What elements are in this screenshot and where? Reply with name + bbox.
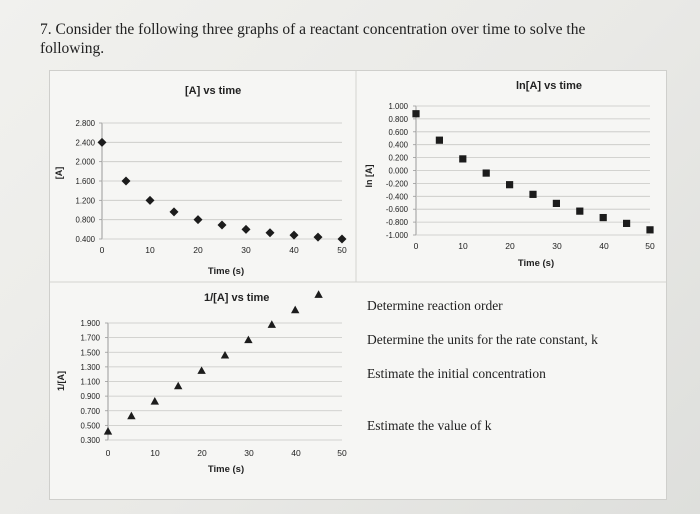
chart-1-y-tick-label: 0.400 xyxy=(75,235,95,244)
chart-2-y-tick-label: 0.000 xyxy=(388,167,408,176)
chart-2-data-point xyxy=(529,190,537,198)
chart-3-y-tick-label: 1.700 xyxy=(80,334,100,343)
chart-3-data-point xyxy=(150,397,159,405)
prompt-k-value: Estimate the value of k xyxy=(367,418,492,433)
chart-2-x-tick-label: 40 xyxy=(599,241,609,251)
chart-1-x-tick-label: 10 xyxy=(145,245,155,255)
chart-3-data-point xyxy=(244,335,253,344)
chart-1-x-tick-label: 30 xyxy=(241,245,251,255)
chart-2-y-axis-label: ln [A] xyxy=(364,165,374,188)
chart-3-data-point xyxy=(314,290,323,298)
chart-1-y-tick-label: 2.000 xyxy=(75,158,95,167)
chart-3-data-point xyxy=(267,320,276,328)
chart-2-y-tick-label: -0.600 xyxy=(386,205,409,214)
chart-2-y-tick-label: -0.800 xyxy=(386,218,409,227)
chart-3-y-tick-label: 0.900 xyxy=(80,392,100,401)
prompt-reaction-order: Determine reaction order xyxy=(367,298,503,313)
chart-1-title: [A] vs time xyxy=(185,85,241,97)
chart-1-x-tick-label: 50 xyxy=(337,245,347,255)
chart-2-x-axis-label: Time (s) xyxy=(518,258,554,269)
chart-2-title: ln[A] vs time xyxy=(516,80,582,92)
chart-2-x-tick-label: 20 xyxy=(505,241,515,251)
chart-2-y-tick-label: 0.600 xyxy=(388,128,408,137)
chart-3-y-tick-label: 0.500 xyxy=(80,421,100,430)
chart-2-y-tick-label: 0.200 xyxy=(388,154,408,163)
chart-3-x-tick-label: 10 xyxy=(150,448,160,458)
question-line-2: following. xyxy=(40,40,105,57)
chart-2-data-point xyxy=(482,169,490,177)
chart-1-x-tick-label: 0 xyxy=(100,245,105,255)
chart-1-data-point xyxy=(121,176,131,186)
chart-1-data-point xyxy=(289,230,299,240)
chart-2-data-point xyxy=(459,155,467,163)
chart-1-data-point xyxy=(145,195,155,205)
chart-3-y-axis-label: 1/[A] xyxy=(56,371,66,391)
chart-2-data-point xyxy=(623,219,631,227)
chart-3-y-tick-label: 0.700 xyxy=(80,407,100,416)
chart-2-x-tick-label: 10 xyxy=(458,241,468,251)
chart-1-data-point xyxy=(337,234,347,244)
prompt-rate-constant-units: Determine the units for the rate constan… xyxy=(367,332,598,347)
chart-1-data-point xyxy=(313,232,323,242)
prompt-initial-concentration: Estimate the initial concentration xyxy=(367,366,546,381)
chart-1-x-axis-label: Time (s) xyxy=(208,266,244,277)
chart-1-y-axis-label: [A] xyxy=(54,167,64,180)
chart-panel: [A] vs time 0.400 0.800 1.200 1.600 2.000 2.40… xyxy=(49,70,667,500)
chart-3-data-point xyxy=(220,350,230,359)
chart-3-x-tick-label: 50 xyxy=(337,448,347,458)
chart-2-data-point xyxy=(552,199,560,207)
chart-3-y-tick-label: 1.500 xyxy=(80,348,100,357)
charts-svg: [A] vs time 0.400 0.800 1.200 1.600 2.000 2.40… xyxy=(50,71,666,475)
chart-3-x-tick-label: 20 xyxy=(197,448,207,458)
chart-2-data-point xyxy=(646,226,654,234)
chart-3-x-tick-label: 0 xyxy=(106,448,111,458)
chart-2-y-tick-label: -0.400 xyxy=(386,192,409,201)
chart-2-y-tick-label: 0.800 xyxy=(388,115,408,124)
chart-1-data-point xyxy=(193,215,203,225)
chart-1-y-tick-label: 1.200 xyxy=(75,196,95,205)
chart-3-x-axis-label: Time (s) xyxy=(208,464,244,475)
question-line-1: 7. Consider the following three graphs o… xyxy=(40,21,586,38)
chart-3-x-tick-label: 30 xyxy=(244,448,254,458)
chart-2-data-point xyxy=(412,110,420,118)
chart-2-y-tick-label: 0.400 xyxy=(388,141,408,150)
chart-1-data-point xyxy=(97,137,107,147)
chart-1-data-point xyxy=(217,220,227,230)
chart-1-x-tick-label: 20 xyxy=(193,245,203,255)
chart-3-data-point xyxy=(103,427,113,435)
chart-1-y-tick-label: 0.800 xyxy=(75,216,95,225)
chart-2-x-tick-label: 30 xyxy=(552,241,562,251)
chart-1-data-point xyxy=(265,228,275,238)
chart-3-y-tick-label: 0.300 xyxy=(80,436,100,445)
question-text: 7. Consider the following three graphs o… xyxy=(40,20,640,58)
chart-2-x-tick-label: 50 xyxy=(645,241,655,251)
chart-3-data-point xyxy=(174,381,183,390)
chart-2-data-point xyxy=(576,207,584,215)
chart-1-data-point xyxy=(241,224,251,234)
chart-3-x-tick-label: 40 xyxy=(291,448,301,458)
chart-1-data-point xyxy=(169,207,179,217)
chart-1-y-tick-label: 2.400 xyxy=(75,138,95,147)
chart-3-data-point xyxy=(127,411,136,420)
chart-3-y-tick-label: 1.300 xyxy=(80,363,100,372)
chart-2-data-point xyxy=(599,213,607,222)
chart-2-data-point xyxy=(506,181,514,189)
chart-1-y-tick-label: 1.600 xyxy=(75,177,95,186)
chart-2-y-tick-label: -0.200 xyxy=(386,179,409,188)
chart-3-data-point xyxy=(291,305,300,314)
chart-3-data-point xyxy=(197,366,206,374)
chart-2-x-tick-label: 0 xyxy=(414,241,419,251)
chart-3-title: 1/[A] vs time xyxy=(204,292,269,304)
chart-2-data-point xyxy=(435,136,443,144)
chart-3-y-tick-label: 1.100 xyxy=(80,378,100,387)
chart-3-y-tick-label: 1.900 xyxy=(80,319,100,328)
chart-2-y-tick-label: -1.000 xyxy=(386,231,409,240)
chart-1-y-tick-label: 2.800 xyxy=(75,119,95,128)
chart-2-y-tick-label: 1.000 xyxy=(388,102,408,111)
chart-1-x-tick-label: 40 xyxy=(289,245,299,255)
